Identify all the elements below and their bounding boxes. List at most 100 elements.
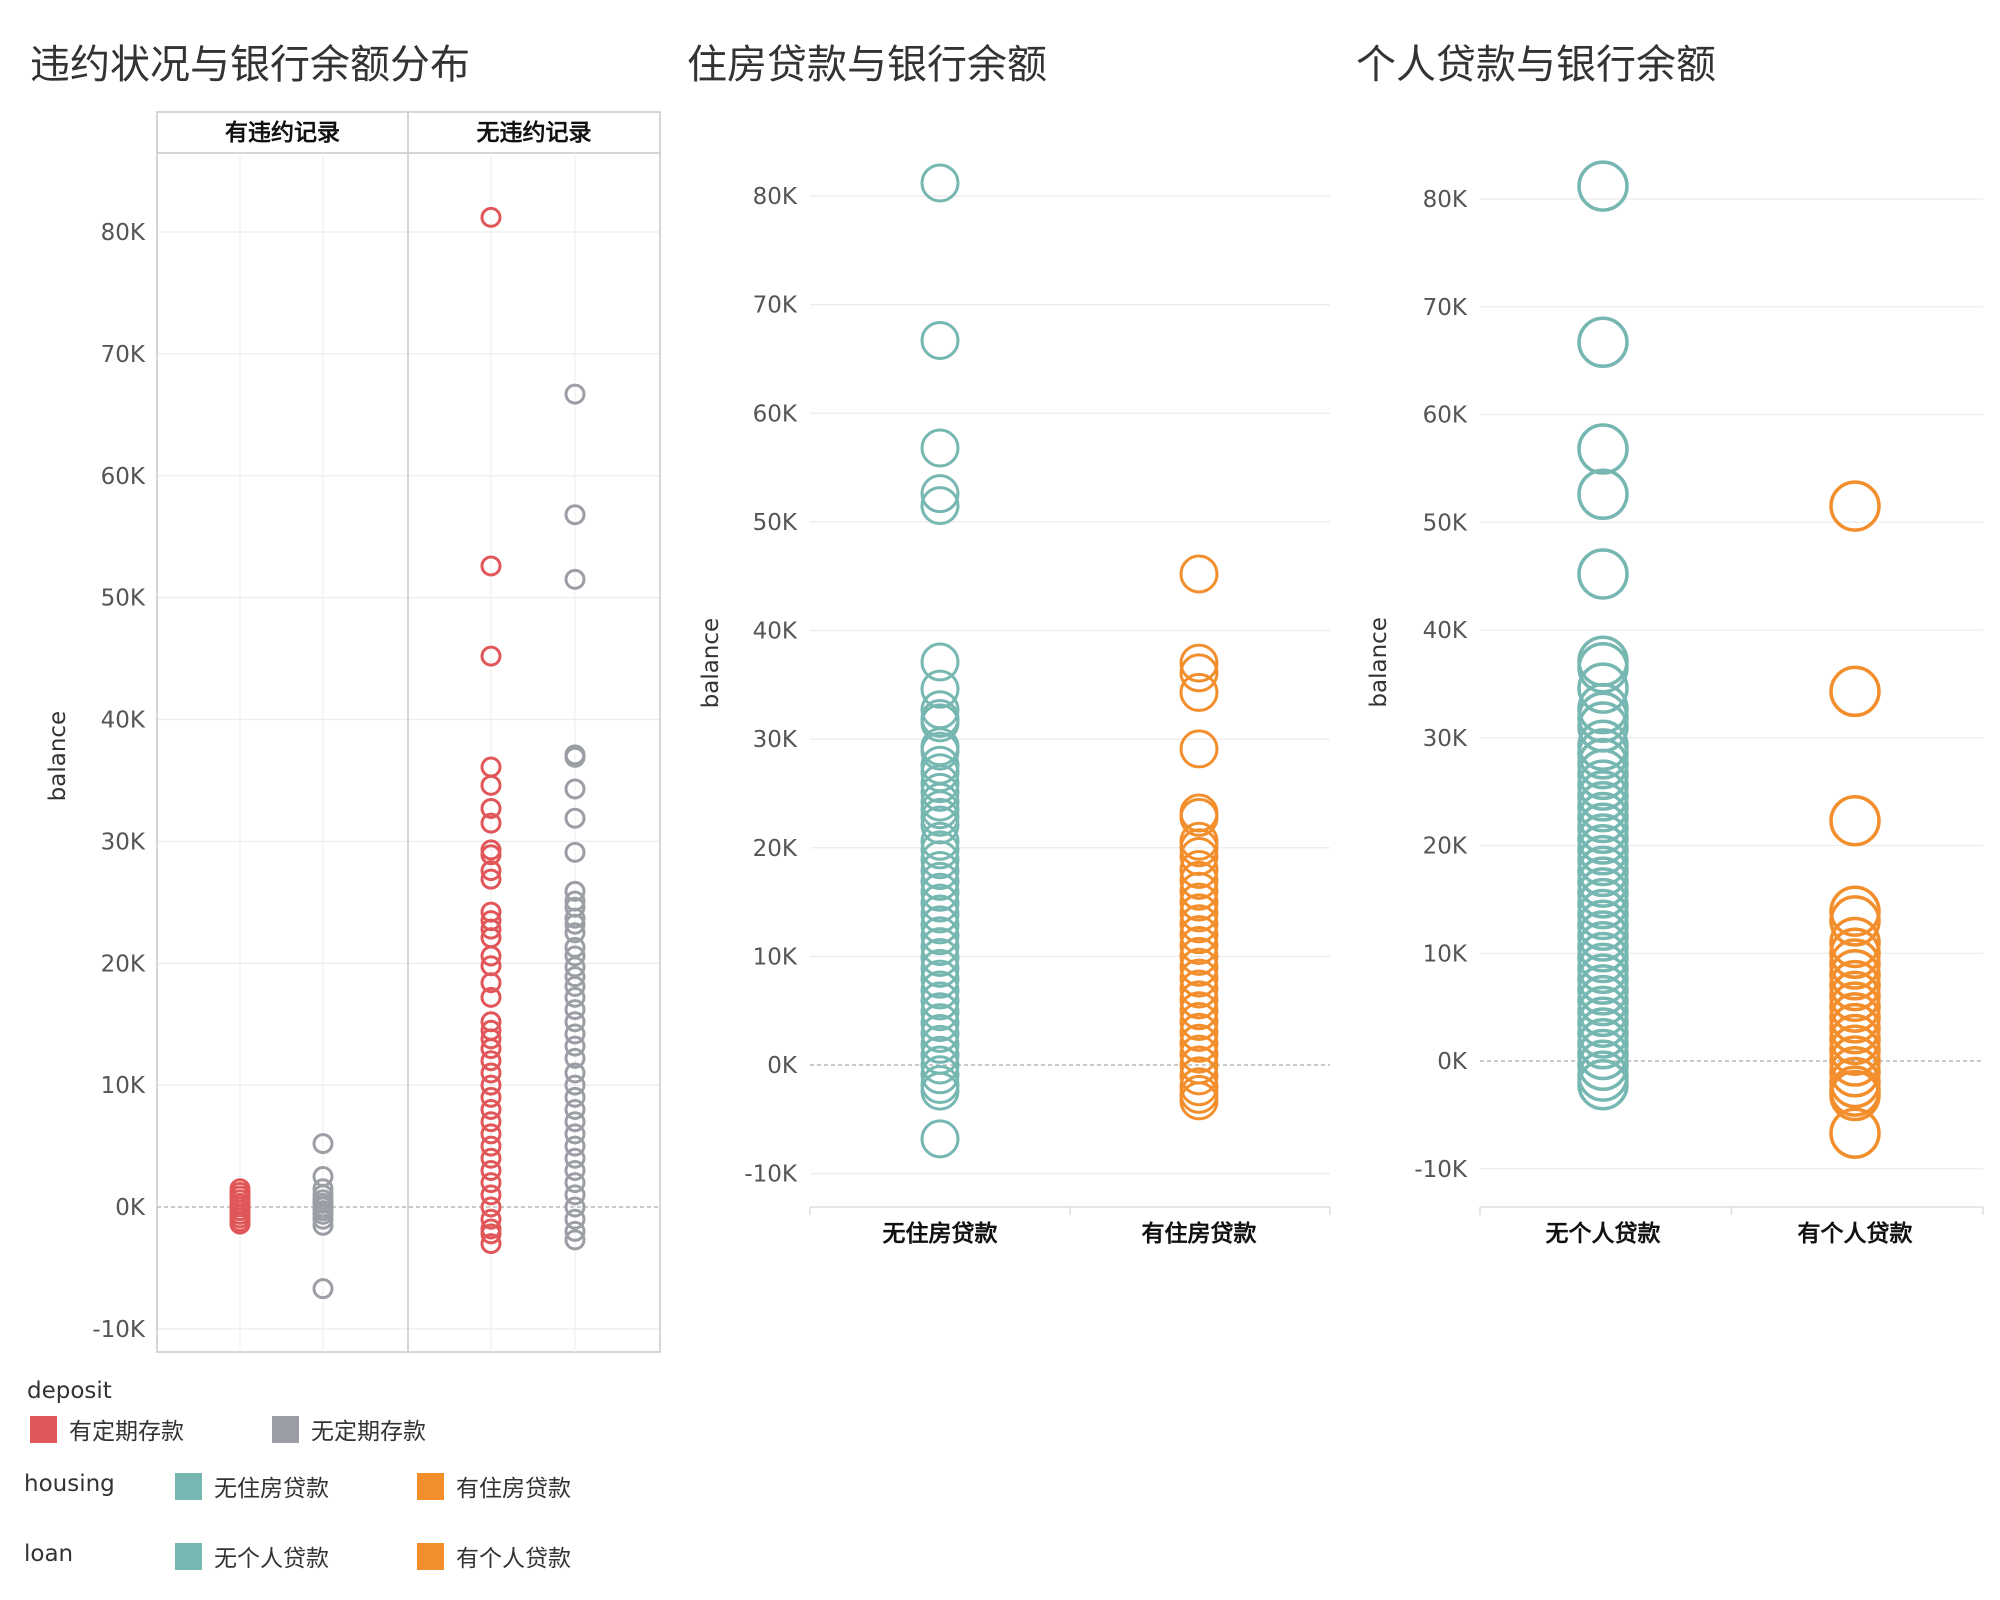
data-point xyxy=(1829,1107,1881,1159)
data-point xyxy=(1577,845,1629,898)
data-point xyxy=(1179,904,1219,944)
y-tick-label: 80K xyxy=(1423,187,1468,213)
y-tick-label: 40K xyxy=(753,619,798,645)
data-point xyxy=(564,975,586,997)
data-point xyxy=(480,1050,502,1072)
data-point xyxy=(480,774,502,796)
data-point xyxy=(312,1214,334,1236)
data-point xyxy=(920,1003,960,1043)
data-point xyxy=(1179,871,1219,911)
data-point xyxy=(920,905,960,945)
data-point xyxy=(920,981,960,1021)
data-point xyxy=(564,966,586,988)
data-point xyxy=(480,945,502,967)
data-point xyxy=(1577,802,1629,855)
y-tick-label: -10K xyxy=(92,1317,146,1343)
data-point xyxy=(564,1035,586,1057)
data-point xyxy=(920,320,960,360)
data-point xyxy=(920,840,960,880)
data-point xyxy=(1179,947,1219,987)
data-point xyxy=(480,918,502,940)
data-point xyxy=(564,945,586,967)
data-point xyxy=(920,772,960,812)
data-point xyxy=(480,868,502,890)
data-point xyxy=(1577,867,1629,919)
data-point xyxy=(920,1024,960,1064)
data-point xyxy=(1179,849,1219,889)
data-point xyxy=(1577,824,1629,876)
data-point xyxy=(564,999,586,1021)
data-point xyxy=(564,907,586,929)
data-point xyxy=(920,486,960,526)
y-tick-label: 20K xyxy=(1423,834,1468,860)
data-point xyxy=(1577,662,1629,714)
data-point xyxy=(920,797,960,837)
data-point xyxy=(480,1123,502,1145)
data-point xyxy=(1577,770,1629,822)
panel-header: 无违约记录 xyxy=(477,119,592,146)
data-point xyxy=(1577,953,1629,1005)
data-point xyxy=(1829,895,1881,947)
data-point xyxy=(1179,936,1219,976)
data-point xyxy=(920,764,960,804)
data-point xyxy=(1577,1018,1629,1070)
data-point xyxy=(312,1208,334,1230)
data-point xyxy=(1179,980,1219,1020)
data-point xyxy=(564,1229,586,1251)
data-point xyxy=(1829,1024,1881,1076)
data-point xyxy=(480,844,502,866)
data-point xyxy=(1179,1056,1219,1096)
data-point xyxy=(920,861,960,901)
data-point xyxy=(1829,1013,1881,1066)
chart-title: 住房贷款与银行余额 xyxy=(687,42,1047,88)
data-point xyxy=(564,807,586,829)
data-point xyxy=(564,1086,586,1108)
data-point xyxy=(564,1135,586,1157)
y-axis-label: balance xyxy=(698,618,724,709)
data-point xyxy=(564,504,586,526)
data-point xyxy=(564,986,586,1008)
data-point xyxy=(1577,548,1629,600)
data-point xyxy=(1829,981,1881,1033)
y-tick-label: 60K xyxy=(1423,403,1468,429)
data-point xyxy=(564,1208,586,1230)
data-point xyxy=(1577,985,1629,1038)
data-point xyxy=(1577,813,1629,865)
data-point xyxy=(1829,992,1881,1044)
data-point xyxy=(1829,938,1881,990)
data-point xyxy=(920,703,960,743)
y-tick-label: 70K xyxy=(753,293,798,319)
data-point xyxy=(480,1184,502,1206)
y-tick-label: 0K xyxy=(1437,1049,1468,1075)
data-point xyxy=(564,1074,586,1096)
data-point xyxy=(564,1172,586,1194)
y-tick-label: 80K xyxy=(101,220,146,246)
data-point xyxy=(1829,1035,1881,1087)
data-point xyxy=(1829,970,1881,1023)
y-tick-label: 40K xyxy=(1423,618,1468,644)
y-tick-label: 10K xyxy=(101,1073,146,1099)
data-point xyxy=(920,948,960,988)
data-point xyxy=(1179,882,1219,922)
data-point xyxy=(229,1213,251,1235)
y-tick-label: 30K xyxy=(101,829,146,855)
y-tick-label: 0K xyxy=(115,1195,146,1221)
data-point xyxy=(480,645,502,667)
data-point xyxy=(1179,554,1219,594)
data-point xyxy=(1829,885,1881,937)
data-point xyxy=(1577,748,1629,801)
data-point xyxy=(480,1028,502,1050)
data-point xyxy=(564,913,586,935)
data-point xyxy=(480,972,502,994)
data-point xyxy=(920,883,960,923)
data-point xyxy=(920,1013,960,1053)
data-point xyxy=(1179,828,1219,868)
data-point xyxy=(1577,1058,1629,1111)
data-point xyxy=(480,1196,502,1218)
data-point xyxy=(1577,791,1629,844)
data-point xyxy=(1829,1069,1881,1122)
panel-header: 有违约记录 xyxy=(225,119,340,146)
data-point xyxy=(1577,728,1629,780)
y-tick-label: 70K xyxy=(1423,295,1468,321)
data-point xyxy=(480,1223,502,1245)
